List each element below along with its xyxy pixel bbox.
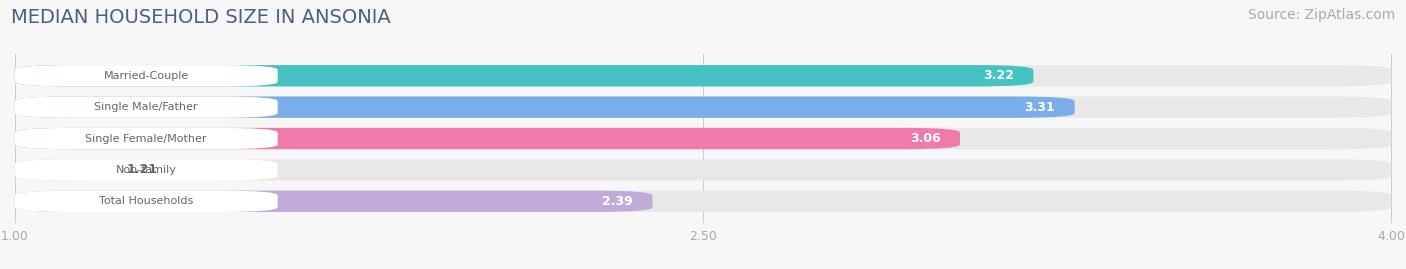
Text: 3.06: 3.06: [910, 132, 941, 145]
Text: Non-family: Non-family: [115, 165, 177, 175]
FancyBboxPatch shape: [14, 128, 960, 149]
FancyBboxPatch shape: [14, 159, 278, 180]
Text: Total Households: Total Households: [98, 196, 194, 206]
FancyBboxPatch shape: [14, 191, 652, 212]
FancyBboxPatch shape: [14, 65, 1392, 86]
FancyBboxPatch shape: [14, 97, 1392, 118]
FancyBboxPatch shape: [14, 97, 278, 118]
FancyBboxPatch shape: [14, 128, 1392, 149]
Text: 3.31: 3.31: [1025, 101, 1056, 114]
Text: Married-Couple: Married-Couple: [104, 71, 188, 81]
FancyBboxPatch shape: [14, 191, 278, 212]
Text: 2.39: 2.39: [602, 195, 633, 208]
Text: Single Female/Mother: Single Female/Mother: [86, 133, 207, 144]
FancyBboxPatch shape: [14, 65, 1033, 86]
Text: Source: ZipAtlas.com: Source: ZipAtlas.com: [1247, 8, 1395, 22]
Text: 1.21: 1.21: [127, 164, 157, 176]
FancyBboxPatch shape: [14, 159, 1392, 180]
FancyBboxPatch shape: [14, 128, 278, 149]
Text: Single Male/Father: Single Male/Father: [94, 102, 198, 112]
FancyBboxPatch shape: [14, 191, 1392, 212]
FancyBboxPatch shape: [14, 65, 278, 86]
FancyBboxPatch shape: [14, 97, 1074, 118]
FancyBboxPatch shape: [14, 159, 111, 180]
Text: MEDIAN HOUSEHOLD SIZE IN ANSONIA: MEDIAN HOUSEHOLD SIZE IN ANSONIA: [11, 8, 391, 27]
Text: 3.22: 3.22: [983, 69, 1014, 82]
